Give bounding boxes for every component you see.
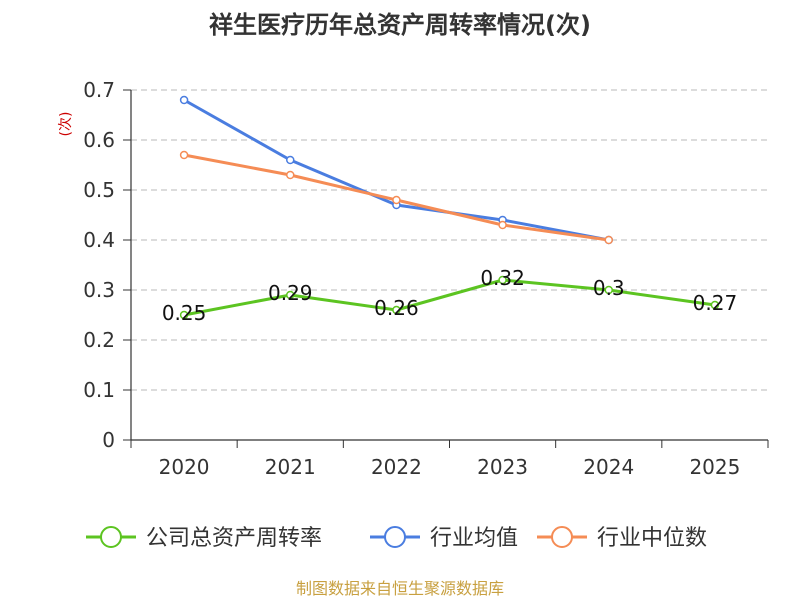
y-tick-label: 0.1 bbox=[83, 378, 115, 402]
data-label: 0.3 bbox=[593, 276, 625, 300]
data-point bbox=[179, 150, 189, 160]
data-point bbox=[286, 170, 295, 180]
x-tick-label: 2020 bbox=[159, 455, 210, 479]
legend: 公司总资产周转率 行业均值 行业中位数 bbox=[86, 526, 707, 551]
y-tick-label: 0.5 bbox=[83, 178, 115, 202]
data-label: 0.26 bbox=[374, 296, 419, 320]
data-point bbox=[392, 305, 401, 315]
legend-label: 公司总资产周转率 bbox=[146, 526, 322, 551]
x-tick-label: 2023 bbox=[477, 455, 528, 479]
data-point bbox=[392, 195, 401, 205]
series-group: 0.25 0.29 0.26 0.32 0.3 0.27 bbox=[162, 95, 738, 325]
data-point bbox=[604, 235, 613, 245]
data-label: 0.25 bbox=[162, 301, 207, 325]
x-tick-label: 2024 bbox=[583, 455, 634, 479]
data-label: 0.32 bbox=[480, 266, 525, 290]
y-tick-label: 0.4 bbox=[83, 228, 115, 252]
data-point bbox=[286, 155, 295, 165]
x-tick-label: 2022 bbox=[371, 455, 422, 479]
legend-label: 行业均值 bbox=[430, 526, 518, 551]
grid bbox=[131, 89, 768, 391]
data-label: 0.29 bbox=[268, 281, 313, 305]
y-tick-label: 0.7 bbox=[83, 78, 115, 102]
y-axis-label: (次) bbox=[58, 112, 74, 137]
legend-swatch-marker bbox=[100, 526, 122, 548]
source-note: 制图数据来自恒生聚源数据库 bbox=[296, 579, 504, 598]
legend-swatch-marker bbox=[551, 526, 573, 548]
series-line-0 bbox=[182, 278, 717, 317]
y-tick-label: 0 bbox=[102, 428, 115, 452]
data-point bbox=[179, 310, 189, 320]
data-point bbox=[498, 220, 507, 230]
data-point bbox=[498, 275, 507, 285]
y-tick-label: 0.3 bbox=[83, 278, 115, 302]
chart-title: 祥生医疗历年总资产周转率情况(次) bbox=[209, 11, 591, 39]
data-point bbox=[604, 285, 613, 295]
y-tick-label: 0.2 bbox=[83, 328, 115, 352]
y-tick-label: 0.6 bbox=[83, 128, 115, 152]
data-point bbox=[179, 95, 189, 105]
legend-label: 行业中位数 bbox=[597, 526, 707, 551]
legend-swatch-marker bbox=[384, 526, 406, 548]
data-label: 0.27 bbox=[693, 291, 738, 315]
data-point bbox=[710, 300, 720, 310]
series-line-1 bbox=[182, 98, 611, 242]
data-point bbox=[286, 290, 295, 300]
axes: 0 0.1 0.2 0.3 0.4 0.5 0.6 0.7 2020 2021 2022 2023 20… bbox=[83, 78, 769, 479]
x-tick-label: 2021 bbox=[265, 455, 316, 479]
x-tick-label: 2025 bbox=[689, 455, 740, 479]
